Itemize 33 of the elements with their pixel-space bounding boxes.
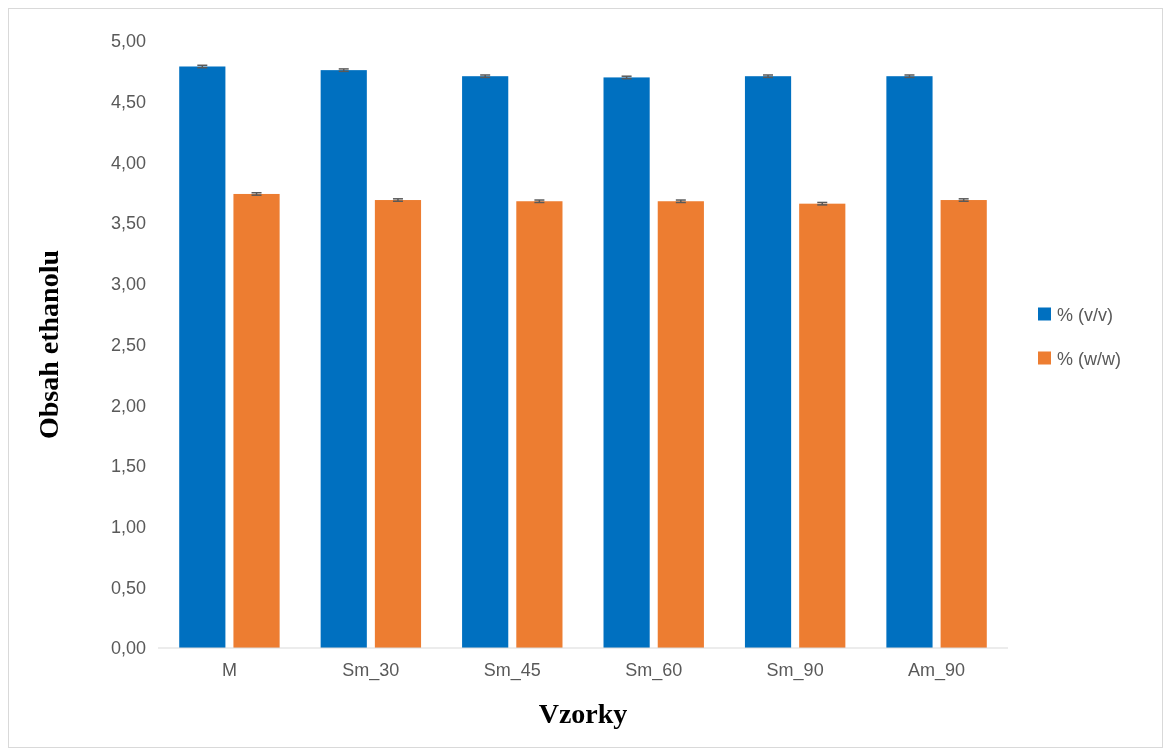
y-tick-label: 0,00 — [110, 638, 146, 659]
bar — [179, 66, 226, 648]
bar — [799, 203, 846, 648]
bar — [233, 193, 280, 648]
y-tick-label: 3,00 — [110, 274, 146, 295]
bar — [657, 201, 704, 648]
bar — [886, 76, 933, 648]
y-tick-label: 1,00 — [110, 516, 146, 537]
bar — [940, 200, 987, 648]
x-axis-title: Vzorky — [538, 698, 628, 729]
bar — [603, 77, 650, 648]
legend-label: % (v/v) — [1057, 304, 1113, 325]
y-tick-label: 0,50 — [110, 577, 146, 598]
bar — [744, 76, 792, 648]
y-tick-label: 4,50 — [110, 92, 146, 112]
y-tick-label: 1,50 — [110, 456, 146, 477]
y-tick-label: 5,00 — [110, 31, 146, 52]
x-tick-label: Sm_45 — [483, 660, 541, 681]
legend-label: % (w/w) — [1057, 348, 1121, 369]
bar — [462, 76, 509, 648]
y-tick-label: 2,00 — [110, 395, 146, 416]
y-tick-label: 3,50 — [110, 213, 146, 234]
x-tick-label: Am_90 — [908, 660, 966, 681]
y-axis-title: Obsah ethanolu — [33, 249, 64, 440]
x-tick-label: Sm_30 — [342, 660, 400, 681]
bar — [516, 201, 563, 648]
bar — [320, 70, 367, 648]
y-tick-label: 2,50 — [110, 334, 146, 355]
x-tick-label: M — [221, 660, 237, 680]
x-tick-label: Sm_60 — [625, 660, 683, 681]
bar — [374, 200, 422, 648]
x-tick-label: Sm_90 — [766, 660, 824, 681]
y-tick-label: 4,00 — [110, 152, 146, 173]
